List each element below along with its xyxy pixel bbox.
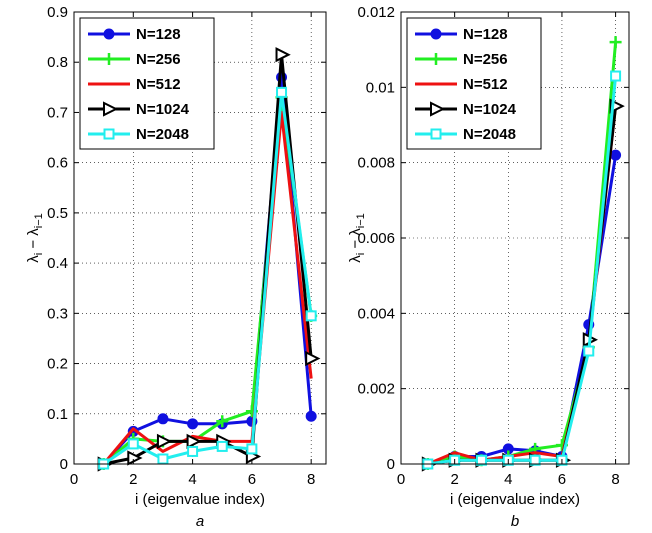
legend-label: N=2048 [463,126,516,143]
legend-entry: N=128 [415,26,508,43]
series-N=1024 [97,47,321,472]
x-tick-label: 2 [129,471,137,488]
x-tick-label: 4 [504,471,512,488]
y-tick-label: 0.006 [357,230,395,247]
y-tick-label: 0.012 [357,4,395,21]
axes-box [73,11,327,465]
legend: N=128 N=256 N=512 N=1024 N=2048 [79,17,215,150]
y-tick-label: 0.002 [357,381,395,398]
legend-entry: N=512 [415,76,508,93]
data-point [583,345,595,357]
legend-entry: N=512 [88,76,181,93]
y-tick-label: 0.7 [47,104,68,121]
data-point [305,310,317,322]
data-point [127,438,139,450]
chart-panel-a: 0 2 4 6 8 0 0.1 0.2 0.3 0.4 0.5 0.6 0.7 0.8 0.9 i (eige… [25,4,327,530]
y-tick-label: 0.9 [47,4,68,21]
y-tick-label: 0.2 [47,356,68,373]
legend-entry: N=1024 [88,101,190,118]
data-point [275,47,291,63]
data-point [610,70,622,82]
legend-label: N=256 [136,51,181,68]
x-axis-label: i (eigenvalue index) [450,491,580,508]
data-point [529,454,541,466]
x-tick-label: 0 [397,471,405,488]
y-tick-label: 0.3 [47,305,68,322]
legend-label: N=1024 [463,101,517,118]
y-tick-label: 0.6 [47,155,68,172]
legend-marker [103,101,119,117]
data-point [127,450,143,466]
data-point [305,410,317,422]
y-tick-label: 0.004 [357,305,395,322]
data-point [157,453,169,465]
y-tick-label: 0 [387,456,395,473]
legend-label: N=128 [463,26,508,43]
data-point [246,443,258,455]
legend-label: N=256 [463,51,508,68]
data-point [186,433,202,450]
x-tick-label: 8 [307,471,315,488]
x-tick-label: 6 [248,471,256,488]
legend-entry: N=128 [88,26,181,43]
legend-marker [103,128,115,140]
data-point [187,445,199,457]
y-axis-label: λi − λi−1 [347,213,367,263]
data-point [610,149,622,161]
y-tick-label: 0.4 [47,255,68,272]
data-point [475,454,487,466]
y-tick-label: 0 [60,456,68,473]
x-tick-label: 2 [450,471,458,488]
y-tick-label: 0.1 [47,406,68,423]
panel-label: a [196,513,204,530]
x-tick-label: 4 [188,471,196,488]
data-point [156,433,173,450]
legend: N=128 N=256 N=512 N=1024 N=2048 [406,17,542,150]
x-tick-label: 0 [70,471,78,488]
legend-label: N=2048 [136,126,189,143]
legend-marker [103,53,115,65]
legend-marker [430,28,442,40]
legend-entry: N=2048 [415,126,516,143]
data-point [157,413,169,425]
panel-label: b [511,513,519,530]
data-point [216,415,229,428]
legend-entry: N=1024 [415,101,517,118]
legend-label: N=512 [463,76,508,93]
x-tick-label: 8 [611,471,619,488]
legend-entry: N=2048 [88,126,189,143]
y-tick-label: 0.01 [366,79,395,96]
legend-label: N=128 [136,26,181,43]
legend-label: N=512 [136,76,181,93]
series-line [103,53,313,466]
data-point [305,350,321,367]
x-axis-label: i (eigenvalue index) [135,491,265,508]
legend-marker [430,128,442,140]
legend-entry: N=256 [415,51,508,68]
legend-marker [430,101,446,117]
legend-marker [103,28,115,40]
x-tick-label: 6 [558,471,566,488]
legend-label: N=1024 [136,101,190,118]
y-tick-label: 0.5 [47,205,68,222]
data-point [609,36,622,49]
y-axis-label: λi − λi−1 [25,213,45,263]
data-point [187,418,199,430]
legend-entry: N=256 [88,51,181,68]
data-point [276,86,288,98]
data-point [216,440,228,452]
chart-panel-b: 0 2 4 6 8 0 0.002 0.004 0.006 0.008 0.01 0.012 i (ei… [347,4,630,530]
y-tick-label: 0.8 [47,54,68,71]
legend-marker [430,53,442,65]
y-tick-label: 0.008 [357,155,395,172]
